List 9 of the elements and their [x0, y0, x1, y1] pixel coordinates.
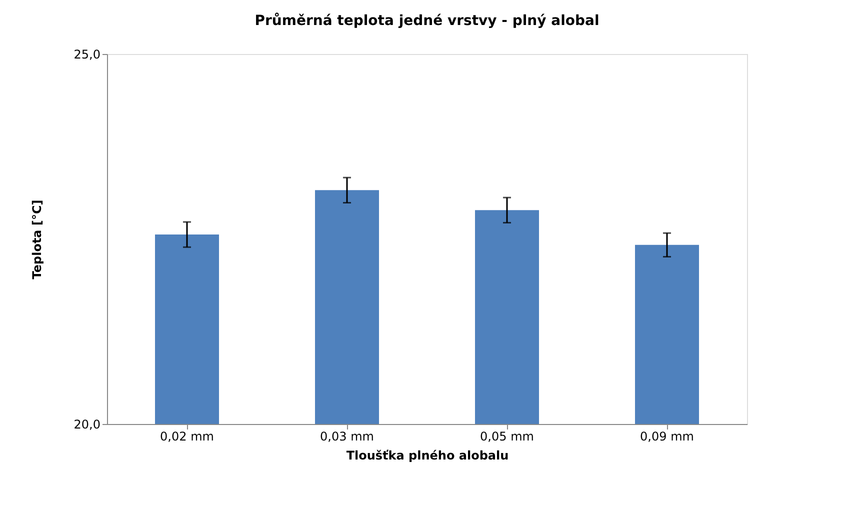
x-tick-label: 0,09 mm	[640, 430, 694, 444]
y-tick-label: 25,0	[74, 48, 100, 62]
chart-title: Průměrná teplota jedné vrstvy - plný alobal	[254, 12, 600, 29]
x-tick-label: 0,02 mm	[160, 430, 214, 444]
x-tick-label: 0,05 mm	[480, 430, 534, 444]
y-tick-label: 20,0	[74, 418, 100, 432]
x-axis-title: Tloušťka plného alobalu	[346, 448, 509, 462]
x-tick-label: 0,03 mm	[320, 430, 374, 444]
y-axis-title: Teplota [°C]	[30, 200, 44, 280]
